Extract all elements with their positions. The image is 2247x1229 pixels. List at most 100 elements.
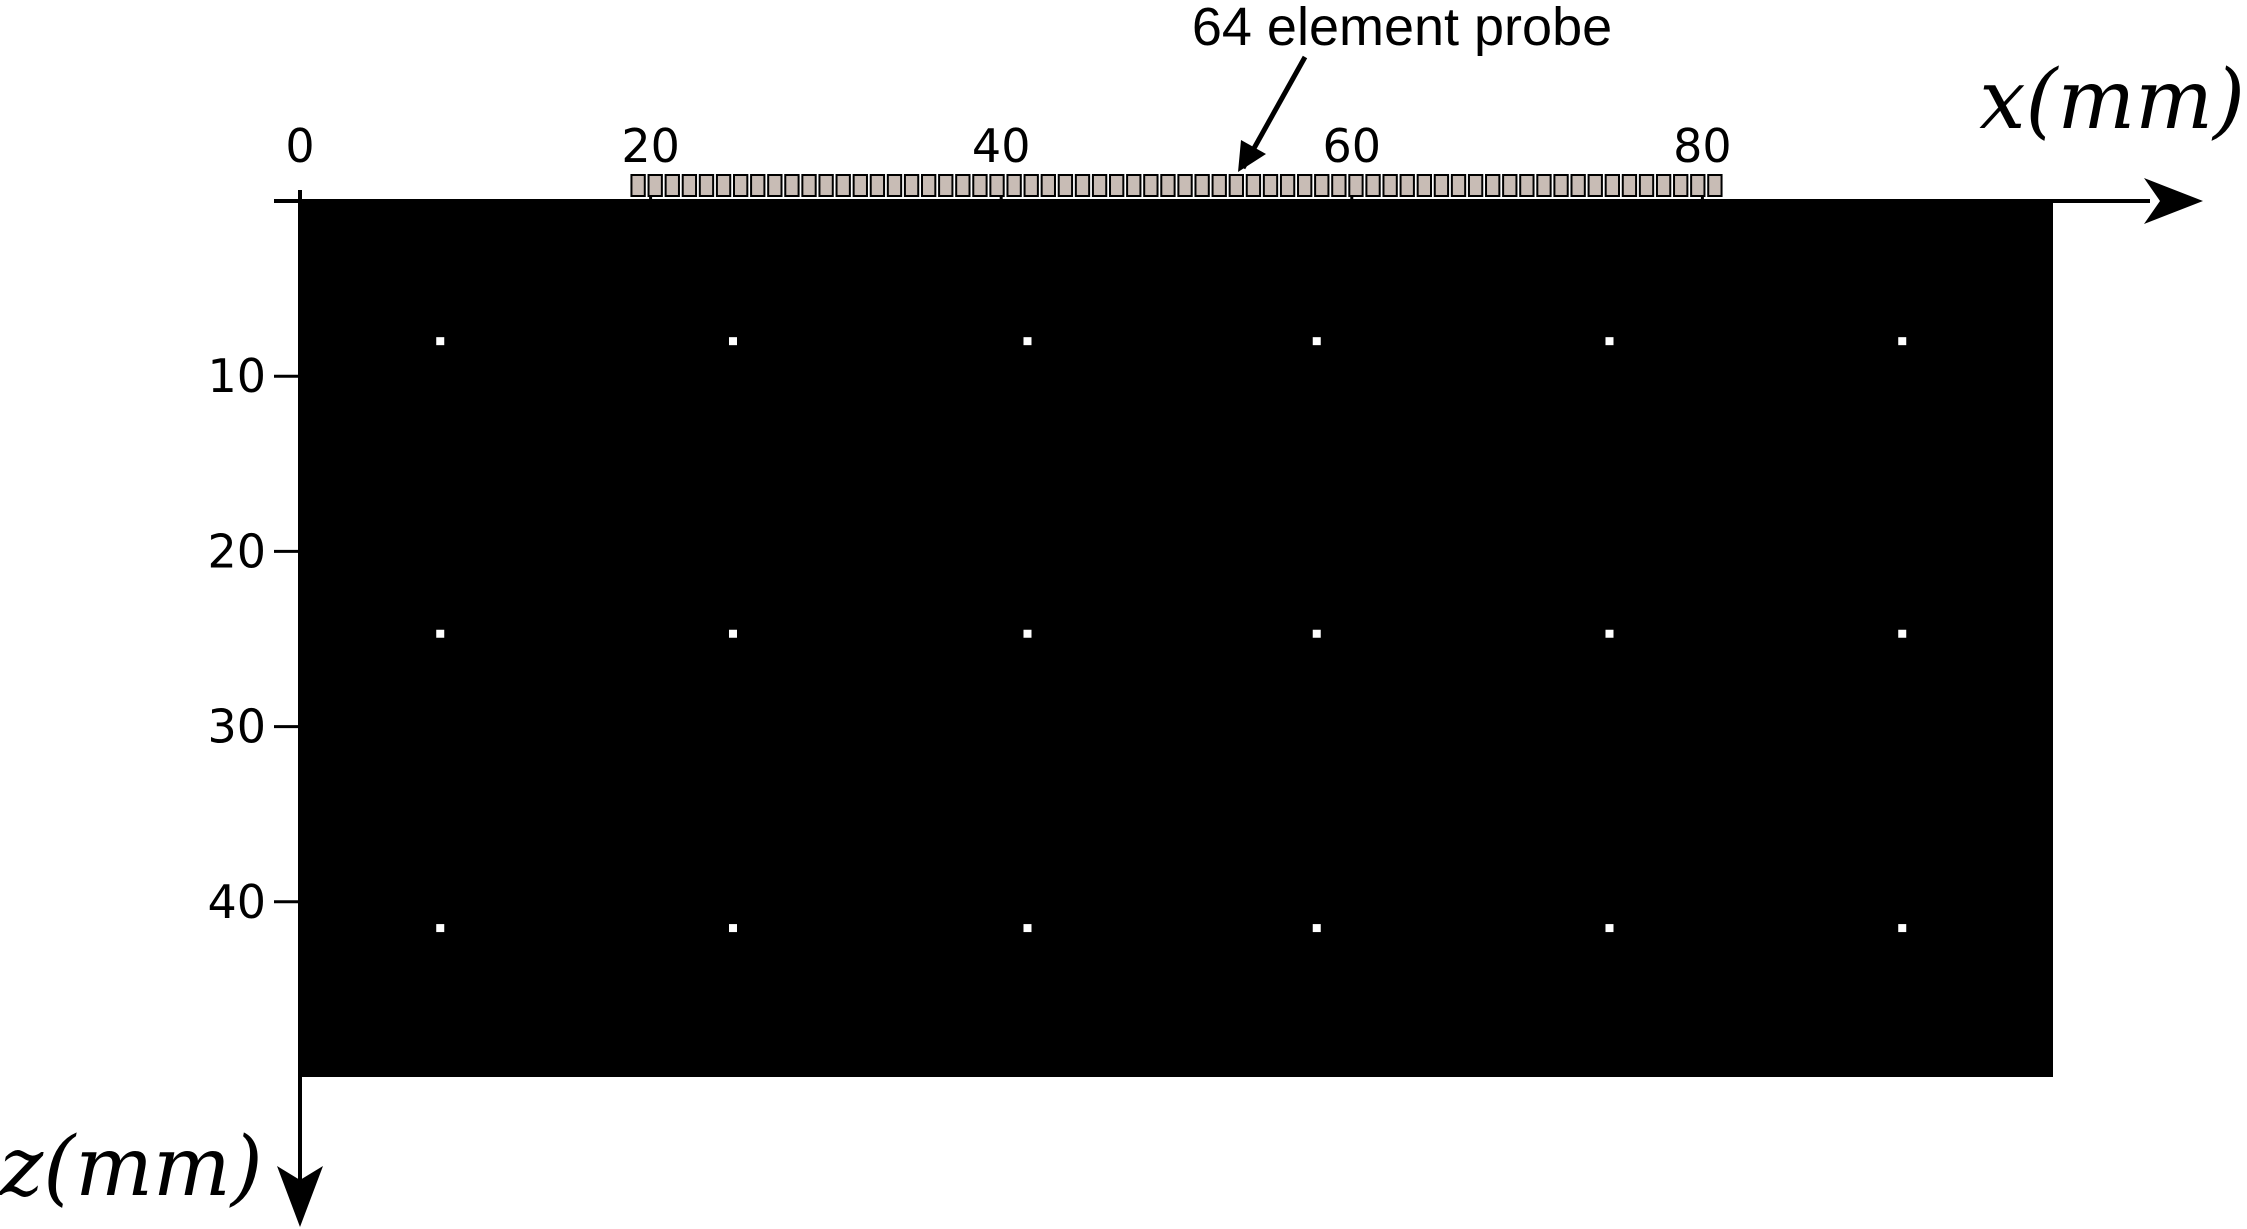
probe-element <box>1279 174 1296 197</box>
scatterer-point <box>1023 924 1032 933</box>
probe-element <box>1690 174 1706 197</box>
scatterer-point <box>1312 629 1321 638</box>
probe-element <box>938 174 954 197</box>
scatterer-point <box>728 337 737 346</box>
probe-element <box>1057 174 1074 197</box>
probe-element <box>852 174 868 197</box>
probe-element <box>630 174 646 197</box>
probe-element <box>1365 174 1381 197</box>
probe-element <box>698 174 715 197</box>
probe-element <box>886 174 903 197</box>
probe-annotation-label: 64 element probe <box>1192 0 1612 57</box>
probe-element <box>732 174 749 197</box>
probe-element <box>1450 174 1467 197</box>
scatterer-point <box>728 629 737 638</box>
probe-element <box>1091 174 1108 197</box>
z-tick-label: 20 <box>207 524 266 578</box>
probe-element <box>1621 174 1638 197</box>
x-tick-label: 60 <box>1323 119 1382 173</box>
probe-element <box>1519 174 1535 197</box>
probe-element <box>784 174 800 197</box>
probe-element <box>869 174 886 197</box>
probe-element <box>647 174 663 197</box>
scatterer-point <box>1023 629 1032 638</box>
z-tick-label: 30 <box>207 700 266 754</box>
z-tick-label: 40 <box>207 875 266 929</box>
probe-element <box>972 174 988 197</box>
probe-element <box>715 174 732 197</box>
probe-element <box>1262 174 1279 197</box>
probe-element <box>1553 174 1569 197</box>
scatterer-point <box>1605 924 1614 933</box>
probe-element <box>1314 174 1330 197</box>
probe-element <box>1211 174 1227 197</box>
probe-element <box>1177 174 1193 197</box>
x-tick-label: 80 <box>1673 119 1732 173</box>
x-tick-label: 0 <box>285 119 314 173</box>
probe-element <box>1040 174 1056 197</box>
scatterer-point <box>436 924 445 933</box>
probe-element <box>955 174 971 197</box>
x-tick-label: 20 <box>621 119 680 173</box>
z-tick-label: 10 <box>207 349 266 403</box>
probe-element <box>1023 174 1039 197</box>
probe-element <box>1416 174 1432 197</box>
scatterer-point <box>436 629 445 638</box>
probe-element <box>1502 174 1518 197</box>
x-tick-label: 40 <box>972 119 1031 173</box>
probe-element <box>1399 174 1415 197</box>
probe-element <box>835 174 851 197</box>
probe-element <box>681 174 698 197</box>
scatterer-point <box>436 337 445 346</box>
x-axis-title: x(mm) <box>1979 53 2245 148</box>
probe-element <box>1707 174 1723 197</box>
probe-element <box>903 174 920 197</box>
z-axis-title: z(mm) <box>0 1120 263 1215</box>
probe-element <box>664 174 680 197</box>
probe-element <box>1604 174 1621 197</box>
probe-element <box>801 174 817 197</box>
scatterer-point <box>1312 924 1321 933</box>
probe-element <box>1587 174 1603 197</box>
probe-element <box>1485 174 1501 197</box>
point-scatterers <box>436 337 1907 933</box>
probe-element <box>1433 174 1450 197</box>
probe-element <box>818 174 834 197</box>
z-axis-ticks: 10 20 30 40 <box>207 349 300 929</box>
scatterer-point <box>728 924 737 933</box>
probe-element <box>989 174 1005 197</box>
probe-element <box>1109 174 1125 197</box>
probe-element <box>1297 174 1313 197</box>
probe-element <box>1348 174 1364 197</box>
probe-element <box>921 174 937 197</box>
scatterer-point <box>1605 629 1614 638</box>
x-axis-arrowhead <box>2144 178 2203 224</box>
probe-element <box>1160 174 1176 197</box>
probe-element <box>767 174 783 197</box>
probe-element <box>1536 174 1552 197</box>
x-axis-ticks: 0 20 40 60 80 <box>285 119 1732 201</box>
probe-element <box>750 174 766 197</box>
probe-element <box>1126 174 1142 197</box>
scatterer-point <box>1023 337 1032 346</box>
probe-element <box>1655 174 1672 197</box>
probe-element <box>1228 174 1244 197</box>
imaging-medium <box>300 201 2053 1077</box>
probe-element <box>1074 174 1091 197</box>
probe-element <box>1331 174 1347 197</box>
probe-element <box>1194 174 1210 197</box>
probe-element <box>1673 174 1689 197</box>
scatterer-point <box>1312 337 1321 346</box>
scatterer-point <box>1898 629 1907 638</box>
probe-element <box>1570 174 1586 197</box>
probe-element <box>1382 174 1398 197</box>
scatterer-point <box>1898 924 1907 933</box>
probe-array <box>630 174 1723 197</box>
probe-element <box>1143 174 1159 197</box>
probe-element <box>1245 174 1262 197</box>
probe-element <box>1467 174 1484 197</box>
scatterer-point <box>1605 337 1614 346</box>
probe-element <box>1006 174 1022 197</box>
scatterer-point <box>1898 337 1907 346</box>
